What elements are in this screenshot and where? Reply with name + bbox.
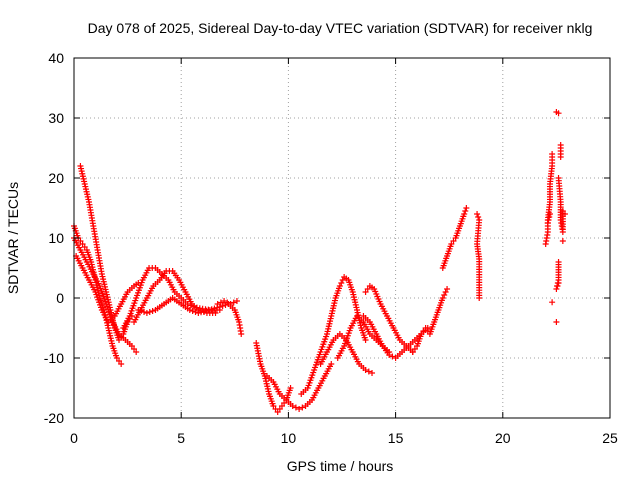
data-point-marker	[133, 349, 140, 355]
y-tick-label: 0	[56, 290, 64, 306]
data-point-marker	[553, 286, 560, 292]
data-point-marker	[230, 299, 237, 306]
data-point-marker	[442, 289, 449, 295]
x-tick-label: 20	[495, 430, 511, 446]
data-point-marker	[555, 280, 562, 286]
data-point-marker	[206, 307, 213, 313]
data-point-marker	[474, 211, 481, 217]
x-tick-label: 10	[281, 430, 297, 446]
data-point-marker	[549, 299, 556, 306]
data-point-marker	[149, 308, 156, 314]
chart-title: Day 078 of 2025, Sidereal Day-to-day VTE…	[88, 20, 593, 36]
data-point-marker	[296, 406, 303, 412]
x-tick-label: 0	[70, 430, 78, 446]
data-markers	[71, 109, 568, 415]
data-point-marker	[214, 301, 221, 307]
data-point-marker	[544, 220, 551, 226]
y-tick-label: 20	[48, 170, 64, 186]
data-point-marker	[461, 211, 468, 217]
data-point-marker	[143, 310, 150, 316]
data-point-marker	[362, 367, 369, 373]
data-point-marker	[441, 292, 448, 298]
y-tick-label: -10	[44, 350, 64, 366]
data-point-marker	[546, 214, 553, 220]
data-point-marker	[557, 154, 564, 160]
y-tick-label: -20	[44, 410, 64, 426]
y-axis-label: SDTVAR / TECUs	[5, 182, 21, 294]
data-point-marker	[186, 307, 193, 313]
x-tick-label: 15	[388, 430, 404, 446]
data-point-marker	[211, 305, 218, 312]
data-point-marker	[238, 331, 245, 337]
data-point-marker	[203, 307, 210, 314]
data-point-marker	[559, 238, 566, 244]
data-point-marker	[555, 110, 562, 117]
y-tick-label: 10	[48, 230, 64, 246]
data-point-marker	[189, 308, 196, 314]
data-point-marker	[118, 361, 125, 367]
data-point-marker	[289, 403, 296, 409]
data-point-marker	[386, 352, 393, 358]
data-point-marker	[554, 283, 561, 289]
x-axis-label: GPS time / hours	[287, 458, 394, 474]
data-point-marker	[475, 214, 482, 220]
data-point-marker	[227, 301, 234, 307]
x-tick-label: 5	[177, 430, 185, 446]
x-tick-label: 25	[602, 430, 618, 446]
data-point-marker	[561, 211, 568, 217]
y-tick-label: 30	[48, 110, 64, 126]
data-point-marker	[135, 307, 142, 313]
data-point-marker	[444, 286, 451, 292]
data-point-marker	[219, 303, 226, 309]
data-point-marker	[217, 299, 224, 306]
data-point-marker	[200, 308, 207, 315]
data-point-marker	[369, 370, 376, 376]
data-point-marker	[463, 205, 470, 211]
data-point-marker	[328, 361, 335, 367]
data-point-marker	[389, 353, 396, 360]
data-point-marker	[338, 280, 345, 286]
data-point-marker	[146, 309, 153, 315]
data-point-marker	[292, 404, 299, 411]
data-point-marker	[549, 151, 556, 157]
data-point-marker	[221, 298, 228, 304]
data-point-marker	[476, 295, 483, 301]
axis-ticks: 0 5 10 15 20 25 -20 -10 0 10 20 30 40	[44, 50, 618, 446]
data-point-marker	[198, 309, 205, 316]
data-point-marker	[195, 310, 202, 316]
data-point-marker	[138, 308, 145, 314]
data-point-marker	[141, 309, 148, 315]
data-point-marker	[287, 385, 294, 391]
data-point-marker	[462, 208, 469, 214]
data-point-marker	[208, 306, 215, 313]
y-tick-label: 40	[48, 50, 64, 66]
data-point-marker	[546, 211, 553, 217]
data-point-marker	[545, 217, 552, 223]
data-point-marker	[212, 310, 219, 316]
data-point-marker	[362, 337, 369, 343]
data-point-marker	[224, 299, 231, 306]
data-point-marker	[299, 404, 306, 411]
data-point-marker	[192, 309, 199, 315]
data-point-marker	[365, 368, 372, 375]
data-point-marker	[553, 319, 560, 325]
grid-lines	[74, 58, 610, 418]
data-point-marker	[233, 298, 240, 304]
